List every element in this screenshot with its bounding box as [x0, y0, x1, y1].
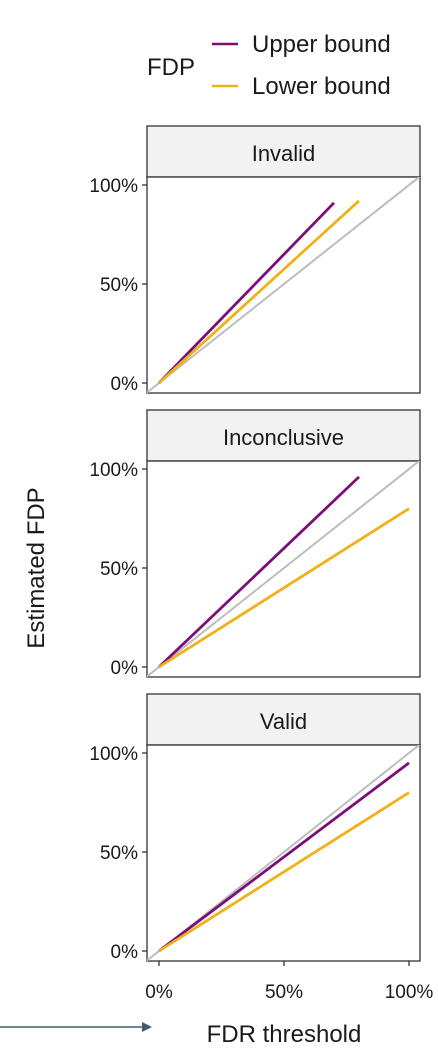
y-tick-label-invalid-1: 50%	[100, 275, 138, 296]
y-tick-label-valid-0: 0%	[111, 942, 139, 963]
plot-lines-inconclusive	[147, 461, 420, 677]
strip-inconclusive	[146, 409, 421, 462]
reference-line-invalid	[147, 177, 420, 393]
legend: FDP Upper bound Lower bound	[147, 31, 391, 100]
plot-lines-invalid	[147, 177, 420, 393]
series-line-lower-bound-inconclusive	[158, 507, 410, 669]
panels: Invalid0%50%100%Inconclusive0%50%100%Val…	[89, 125, 434, 1003]
legend-label-lower-bound: Lower bound	[252, 73, 391, 100]
y-tick-label-valid-2: 100%	[89, 744, 138, 765]
plot-lines-valid	[147, 745, 420, 961]
legend-title: FDP	[147, 54, 195, 81]
panel-invalid: Invalid 0% 50% 100%	[89, 125, 421, 395]
x-tick-label-2: 100%	[385, 982, 434, 1003]
series-line-lower-bound-invalid	[158, 199, 360, 385]
strip-title-invalid: Invalid	[252, 141, 316, 166]
y-axis-title: Estimated FDP	[23, 487, 50, 648]
series-line-lower-bound-valid	[158, 791, 410, 953]
strip-title-valid: Valid	[260, 709, 307, 734]
panel-inconclusive: Inconclusive 0% 50% 100%	[89, 409, 421, 679]
x-axis-arrow-head	[142, 1022, 152, 1032]
x-tick-label-0: 0%	[145, 982, 173, 1003]
series-line-upper-bound-invalid	[157, 201, 336, 384]
y-tick-label-inconclusive-2: 100%	[89, 460, 138, 481]
reference-line-inconclusive	[147, 461, 420, 677]
x-tick-label-1: 50%	[265, 982, 303, 1003]
panel-valid: Valid 0% 50% 100% 0% 50% 100%	[89, 693, 434, 1003]
y-tick-label-valid-1: 50%	[100, 843, 138, 864]
x-axis-title: FDR threshold	[207, 1021, 362, 1048]
legend-label-upper-bound: Upper bound	[252, 31, 391, 58]
series-line-upper-bound-inconclusive	[158, 475, 360, 669]
strip-valid	[146, 693, 421, 746]
strip-title-inconclusive: Inconclusive	[223, 425, 344, 450]
y-tick-label-inconclusive-0: 0%	[111, 658, 139, 679]
y-tick-label-inconclusive-1: 50%	[100, 559, 138, 580]
y-tick-label-invalid-0: 0%	[111, 374, 139, 395]
y-tick-label-invalid-2: 100%	[89, 176, 138, 197]
series-line-upper-bound-valid	[158, 761, 410, 953]
strip-invalid	[146, 125, 421, 178]
